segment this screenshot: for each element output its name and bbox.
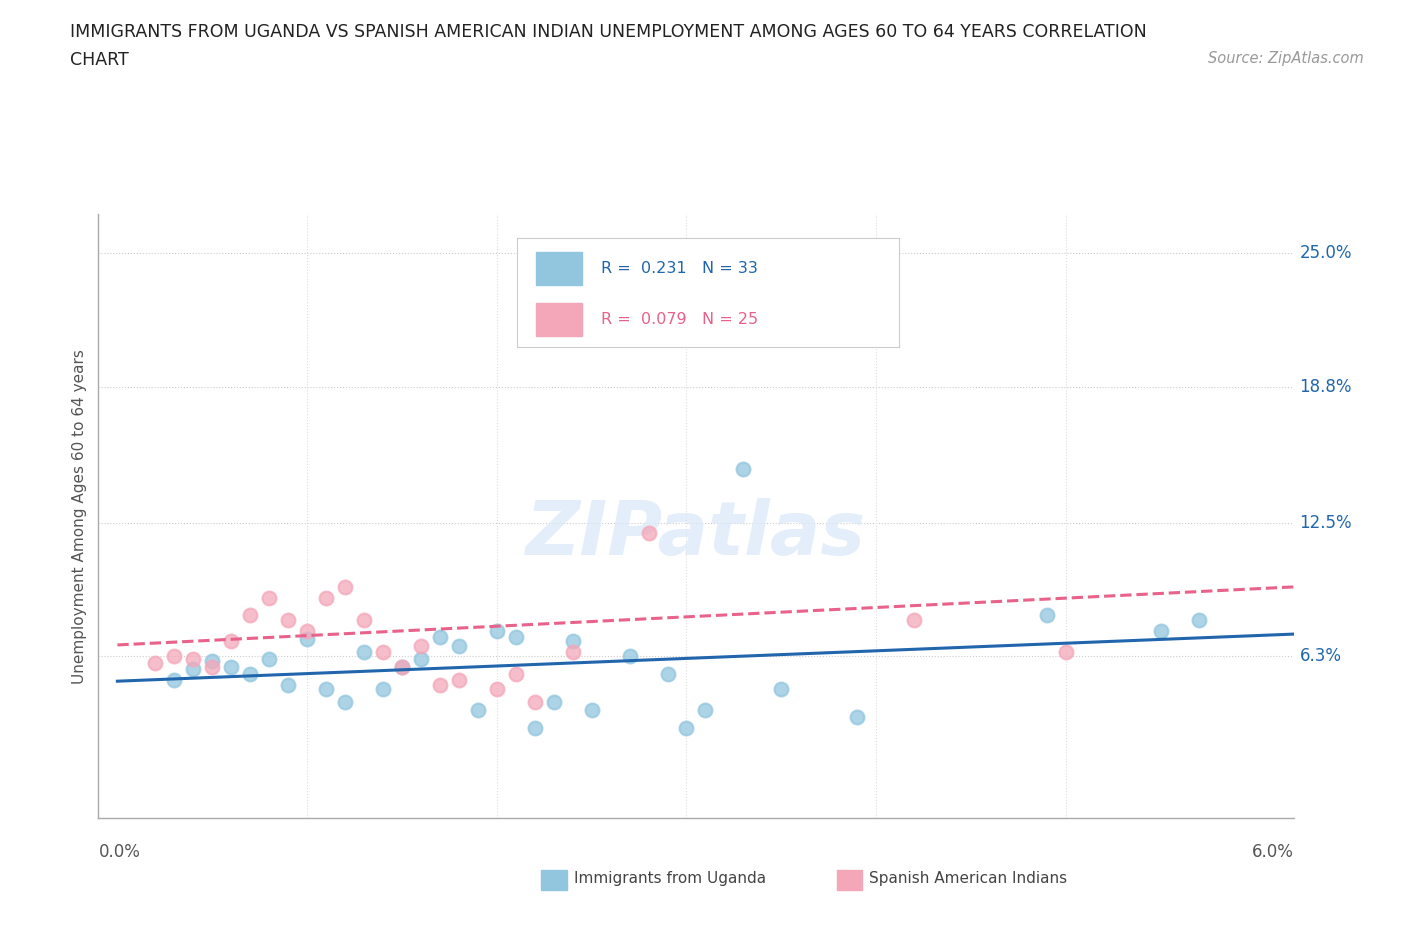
Point bbox=[770, 682, 793, 697]
Point bbox=[163, 672, 186, 687]
Point bbox=[657, 666, 679, 681]
Point bbox=[371, 682, 394, 697]
Point bbox=[581, 332, 603, 347]
Point bbox=[619, 649, 641, 664]
Text: 0.0%: 0.0% bbox=[98, 843, 141, 860]
Point bbox=[637, 526, 659, 541]
Point bbox=[1188, 612, 1211, 627]
Point bbox=[257, 651, 280, 666]
Point bbox=[485, 682, 508, 697]
Point bbox=[353, 612, 375, 627]
Point bbox=[181, 651, 204, 666]
Point bbox=[219, 660, 242, 675]
Point bbox=[429, 630, 451, 644]
Point bbox=[391, 660, 413, 675]
Point bbox=[371, 644, 394, 659]
Point bbox=[485, 623, 508, 638]
Point bbox=[695, 703, 717, 718]
Point bbox=[467, 703, 489, 718]
Point bbox=[409, 651, 432, 666]
Point bbox=[277, 677, 299, 692]
Point bbox=[353, 644, 375, 659]
Text: IMMIGRANTS FROM UGANDA VS SPANISH AMERICAN INDIAN UNEMPLOYMENT AMONG AGES 60 TO : IMMIGRANTS FROM UGANDA VS SPANISH AMERIC… bbox=[70, 23, 1147, 41]
Point bbox=[315, 682, 337, 697]
Point bbox=[523, 720, 546, 735]
Text: 18.8%: 18.8% bbox=[1299, 378, 1353, 395]
Point bbox=[277, 612, 299, 627]
Point bbox=[1054, 644, 1077, 659]
Point bbox=[333, 695, 356, 710]
Point bbox=[1036, 608, 1059, 623]
Point bbox=[143, 656, 166, 671]
Point bbox=[391, 660, 413, 675]
Point bbox=[239, 666, 262, 681]
Point bbox=[257, 591, 280, 605]
Point bbox=[733, 461, 755, 476]
Point bbox=[295, 623, 318, 638]
Point bbox=[675, 720, 697, 735]
Text: ZIPatlas: ZIPatlas bbox=[526, 498, 866, 571]
Point bbox=[561, 634, 583, 649]
Point bbox=[163, 649, 186, 664]
Text: 6.3%: 6.3% bbox=[1299, 647, 1341, 666]
Text: Spanish American Indians: Spanish American Indians bbox=[869, 871, 1067, 886]
Point bbox=[219, 634, 242, 649]
Point bbox=[543, 695, 565, 710]
Point bbox=[315, 591, 337, 605]
Point bbox=[239, 608, 262, 623]
Point bbox=[181, 662, 204, 677]
Text: 25.0%: 25.0% bbox=[1299, 244, 1353, 261]
Point bbox=[581, 703, 603, 718]
Point bbox=[333, 580, 356, 595]
Point bbox=[903, 612, 925, 627]
Text: 12.5%: 12.5% bbox=[1299, 513, 1353, 532]
Point bbox=[523, 695, 546, 710]
Text: Immigrants from Uganda: Immigrants from Uganda bbox=[574, 871, 766, 886]
Point bbox=[505, 630, 527, 644]
Point bbox=[429, 677, 451, 692]
Point bbox=[447, 672, 470, 687]
Text: 6.0%: 6.0% bbox=[1251, 843, 1294, 860]
Y-axis label: Unemployment Among Ages 60 to 64 years: Unemployment Among Ages 60 to 64 years bbox=[72, 349, 87, 684]
Text: CHART: CHART bbox=[70, 51, 129, 69]
Text: Source: ZipAtlas.com: Source: ZipAtlas.com bbox=[1208, 51, 1364, 66]
Point bbox=[295, 631, 318, 646]
Point bbox=[846, 710, 869, 724]
Point bbox=[201, 654, 224, 669]
Point bbox=[447, 638, 470, 653]
Point bbox=[1150, 623, 1173, 638]
Point bbox=[201, 660, 224, 675]
Point bbox=[505, 666, 527, 681]
Point bbox=[561, 644, 583, 659]
Point bbox=[409, 638, 432, 653]
